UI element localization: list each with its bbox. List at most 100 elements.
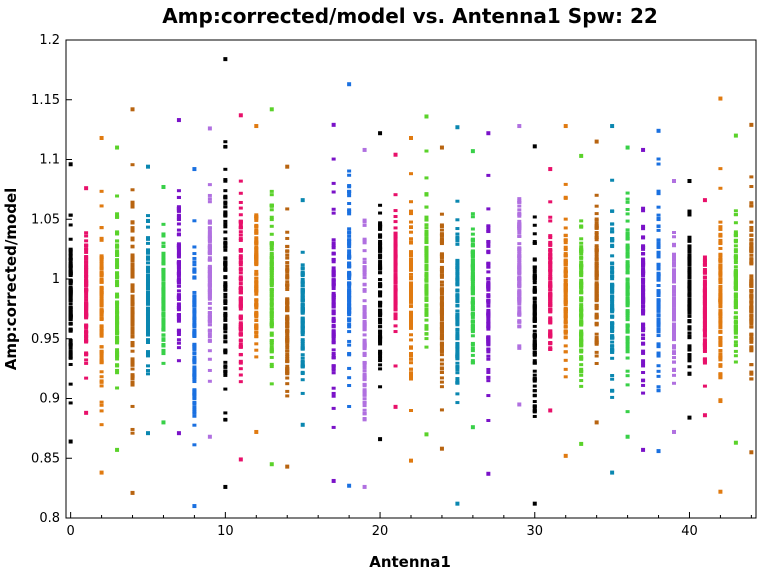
- data-point: [192, 423, 197, 427]
- data-point: [378, 300, 383, 304]
- antenna-37-points: [641, 147, 646, 452]
- data-point: [687, 371, 692, 375]
- data-point: [470, 296, 475, 300]
- data-point: [470, 264, 475, 268]
- data-point: [99, 331, 104, 335]
- data-point: [625, 261, 630, 265]
- data-point: [594, 269, 599, 273]
- data-point: [486, 304, 491, 308]
- data-point: [687, 346, 692, 350]
- data-point: [610, 230, 615, 234]
- data-point: [300, 294, 305, 298]
- data-point: [486, 318, 491, 322]
- data-point: [625, 228, 630, 232]
- data-point: [563, 274, 568, 278]
- data-point: [656, 128, 661, 133]
- data-point: [409, 371, 413, 375]
- data-point: [733, 288, 738, 292]
- data-point: [223, 299, 228, 303]
- data-point: [331, 352, 336, 356]
- data-point: [176, 293, 181, 297]
- data-point: [733, 349, 738, 353]
- data-point: [130, 297, 135, 301]
- data-point: [362, 220, 367, 224]
- data-point: [300, 297, 305, 301]
- data-point: [672, 285, 677, 289]
- data-point: [300, 364, 305, 368]
- data-point: [548, 317, 553, 321]
- data-point: [424, 277, 429, 281]
- data-point: [115, 309, 120, 313]
- data-point: [687, 297, 692, 301]
- data-point: [300, 342, 305, 346]
- data-point: [424, 253, 429, 257]
- data-point: [455, 368, 460, 372]
- data-point: [702, 289, 707, 293]
- data-point: [548, 304, 553, 308]
- data-point: [176, 228, 181, 232]
- data-point: [641, 312, 646, 316]
- data-point: [641, 391, 646, 395]
- data-point: [424, 248, 429, 252]
- data-point: [548, 342, 553, 346]
- data-point: [409, 240, 413, 244]
- data-point: [269, 325, 274, 329]
- data-point: [393, 266, 398, 270]
- data-point: [99, 313, 104, 317]
- data-point: [393, 239, 398, 243]
- data-point: [207, 235, 212, 239]
- data-point: [625, 197, 630, 201]
- data-point: [130, 107, 135, 112]
- data-point: [594, 223, 599, 227]
- data-point: [285, 394, 290, 398]
- data-point: [347, 254, 352, 258]
- data-point: [594, 233, 599, 237]
- data-point: [687, 255, 692, 259]
- data-point: [68, 439, 73, 444]
- data-point: [99, 298, 104, 302]
- data-point: [285, 273, 290, 277]
- data-point: [207, 292, 212, 296]
- data-point: [192, 504, 197, 509]
- data-point: [269, 297, 274, 301]
- data-point: [532, 404, 537, 408]
- data-point: [269, 247, 274, 251]
- data-point: [532, 297, 537, 301]
- data-point: [130, 300, 135, 304]
- data-point: [130, 287, 135, 291]
- data-point: [68, 322, 73, 326]
- data-point: [656, 291, 661, 295]
- data-point: [610, 356, 615, 360]
- data-point: [285, 364, 290, 368]
- data-point: [656, 246, 661, 250]
- data-point: [238, 261, 243, 265]
- data-point: [285, 164, 290, 169]
- data-point: [176, 338, 181, 342]
- data-point: [656, 309, 661, 313]
- data-point: [718, 287, 723, 291]
- data-point: [548, 310, 553, 314]
- data-point: [68, 223, 73, 227]
- data-point: [424, 149, 429, 153]
- data-point: [269, 218, 274, 222]
- data-point: [145, 322, 150, 326]
- data-point: [145, 286, 150, 290]
- data-point: [718, 336, 723, 340]
- data-point: [548, 285, 553, 289]
- data-point: [115, 339, 120, 343]
- data-point: [486, 277, 491, 281]
- data-point: [610, 395, 615, 399]
- antenna-14-points: [285, 164, 290, 469]
- data-point: [702, 328, 707, 332]
- data-point: [563, 350, 568, 354]
- data-point: [532, 334, 537, 338]
- data-points-layer: [68, 57, 754, 509]
- data-point: [594, 238, 599, 242]
- data-point: [470, 300, 475, 304]
- data-point: [733, 315, 738, 319]
- data-point: [439, 254, 444, 258]
- data-point: [207, 258, 212, 262]
- data-point: [331, 269, 336, 273]
- data-point: [470, 149, 475, 154]
- data-point: [207, 297, 212, 301]
